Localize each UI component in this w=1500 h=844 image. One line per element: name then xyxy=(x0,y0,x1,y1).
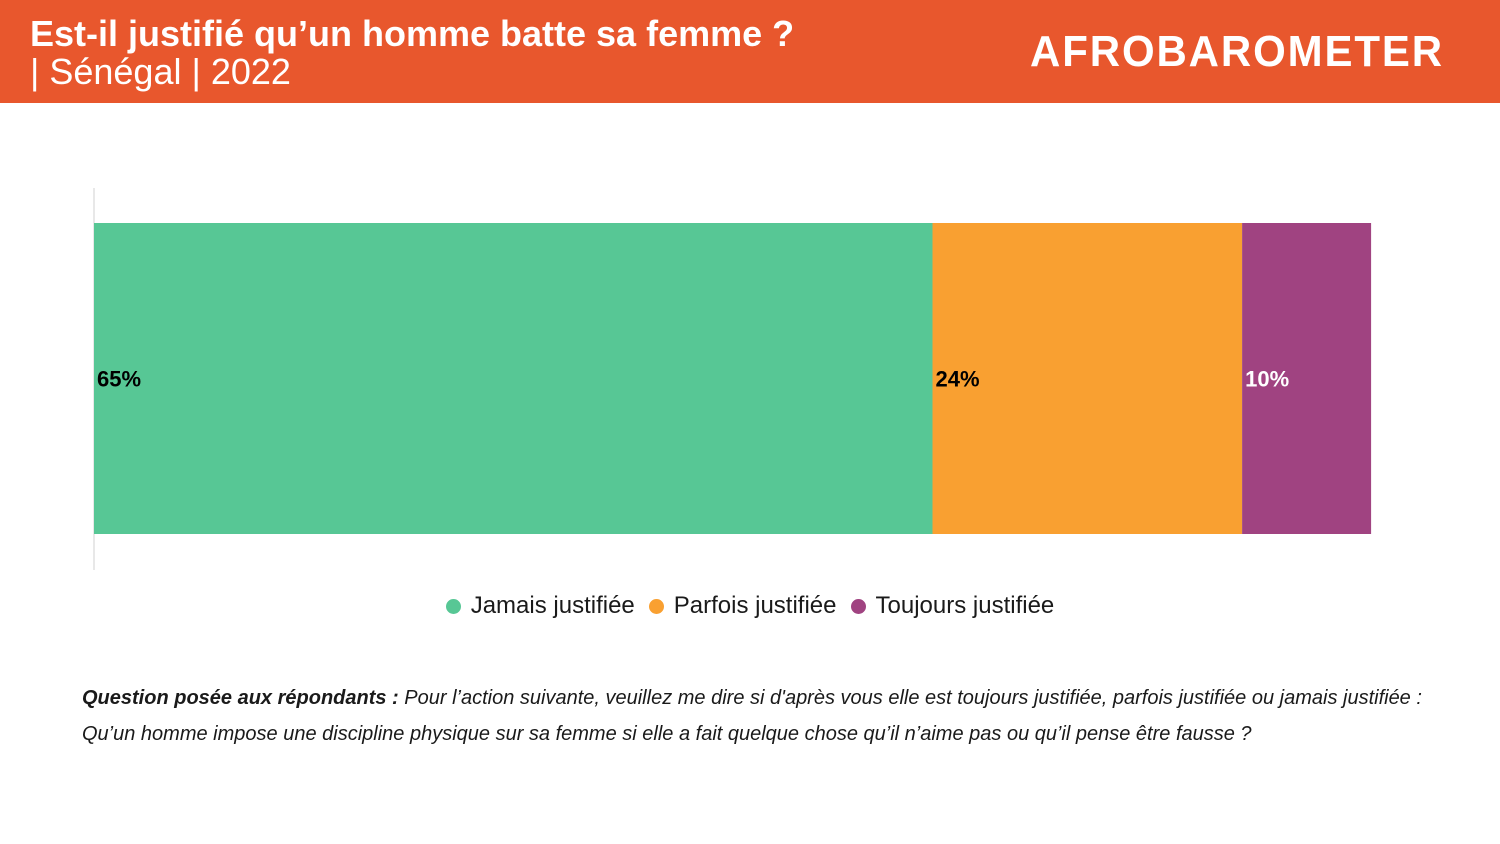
legend-swatch xyxy=(850,598,866,614)
question-note: Question posée aux répondants : Pour l’a… xyxy=(82,680,1422,752)
bar-segment-2 xyxy=(1242,223,1372,534)
legend-label: Parfois justifiée xyxy=(673,592,837,619)
legend-label: Toujours justifiée xyxy=(875,592,1055,619)
chart-title: Est-il justifié qu’un homme batte sa fem… xyxy=(30,13,795,54)
header-banner: Est-il justifié qu’un homme batte sa fem… xyxy=(0,0,1500,103)
chart-subtitle: | Sénégal | 2022 xyxy=(30,51,291,92)
question-text: Pour l’action suivante, veuillez me dire… xyxy=(82,687,1422,745)
legend-item-1: Parfois justifiée xyxy=(648,592,837,620)
bar-segment-0 xyxy=(94,223,933,534)
question-label: Question posée aux répondants : xyxy=(82,687,399,709)
data-label-1: 24% xyxy=(936,367,980,392)
chart-legend: Jamais justifiée Parfois justifiée Toujour… xyxy=(0,592,1500,620)
legend-label: Jamais justifiée xyxy=(470,592,635,619)
legend-item-2: Toujours justifiée xyxy=(850,592,1055,620)
svg-text:AFROBAROMETER: AFROBAROMETER xyxy=(1030,27,1444,76)
data-label-2: 10% xyxy=(1245,367,1289,392)
bar-segment-1 xyxy=(932,223,1243,534)
legend-swatch xyxy=(445,598,461,614)
data-label-0: 65% xyxy=(97,367,141,392)
legend-swatch xyxy=(648,598,664,614)
stacked-bar-chart: 65% 24% 10% xyxy=(93,188,1372,570)
legend-item-0: Jamais justifiée xyxy=(445,592,635,620)
